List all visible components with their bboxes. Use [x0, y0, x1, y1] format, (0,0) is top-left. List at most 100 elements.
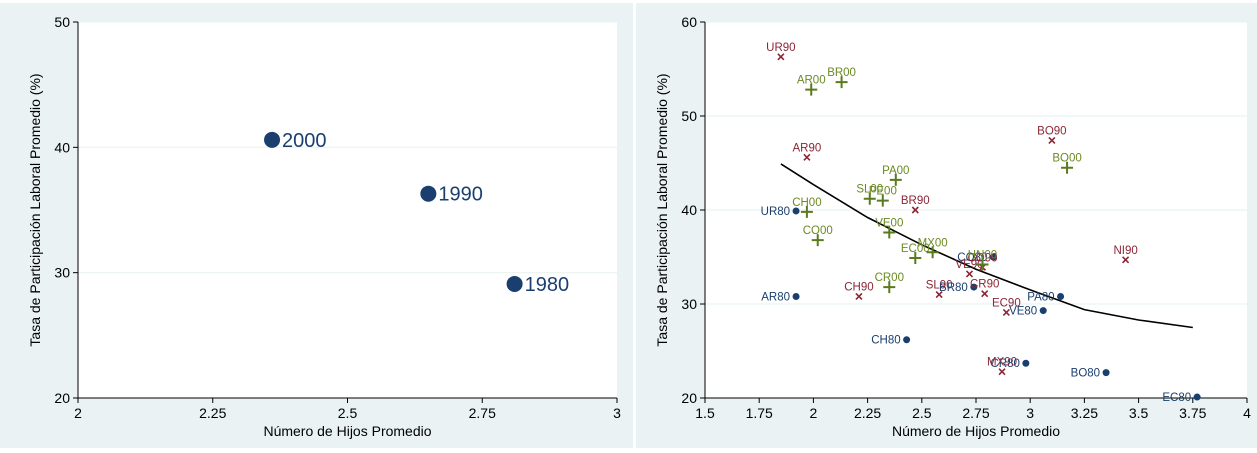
y-tick-label: 50: [54, 14, 70, 30]
data-point: [935, 291, 943, 299]
point-label: VE00: [875, 218, 903, 230]
point-label: CO90: [967, 252, 997, 264]
data-point: [889, 173, 902, 186]
point-label: 2000: [282, 130, 327, 152]
data-point: [506, 275, 523, 292]
point-label: UR90: [766, 42, 795, 54]
y-tick-label: 20: [681, 390, 697, 406]
data-point: [1039, 307, 1047, 315]
point-label: CO80: [957, 252, 987, 264]
data-point: [1193, 393, 1201, 401]
point-label: CR00: [875, 272, 904, 284]
y-tick-label: 50: [681, 108, 697, 124]
x-tick-label: 1.75: [746, 405, 773, 421]
data-point: [792, 207, 800, 215]
x-tick-label: 3: [613, 405, 621, 421]
y-tick-label: 60: [681, 14, 697, 30]
point-label: UR80: [761, 206, 790, 218]
x-tick-label: 2.5: [912, 405, 932, 421]
point-label: 1980: [525, 274, 570, 296]
point-label: BO80: [1071, 368, 1100, 380]
data-point: [926, 246, 939, 259]
y-tick-label: 40: [54, 139, 70, 155]
point-label: CO00: [803, 225, 833, 237]
x-tick-label: 4: [1243, 405, 1251, 421]
data-point: [876, 194, 889, 207]
data-point: [903, 336, 911, 344]
point-label: PA80: [1027, 291, 1054, 303]
point-label: EC00: [901, 243, 930, 255]
data-point: [1057, 292, 1065, 300]
x-tick-label: 2.75: [962, 405, 989, 421]
point-label: PE00: [869, 186, 897, 198]
point-label: CR90: [970, 279, 999, 291]
point-label: BR80: [939, 282, 968, 294]
data-point: [989, 253, 997, 261]
y-tick-label: 20: [54, 390, 70, 406]
point-label: CH80: [871, 335, 900, 347]
point-label: CR80: [990, 358, 1019, 370]
y-tick-label: 30: [54, 265, 70, 281]
axes: 20 30 40 50 60 1.5 1.75 2 2.25 2.5 2.75 3 3.25 3.5 3.7…: [681, 14, 1251, 421]
series-dot: 2000 1990 1980: [264, 130, 569, 296]
point-label: BO90: [1037, 125, 1066, 137]
x-tick-label: 2.5: [338, 405, 358, 421]
point-label: EC80: [1162, 392, 1191, 404]
data-point: [863, 192, 876, 205]
x-tick-label: 3: [1026, 405, 1034, 421]
point-label: NI90: [1113, 245, 1137, 257]
data-point: [998, 368, 1006, 376]
point-label: BR00: [827, 67, 856, 79]
x-tick-label: 2.25: [854, 405, 881, 421]
point-label: EC90: [992, 297, 1021, 309]
x-tick-label: 2.25: [199, 405, 226, 421]
data-point: [855, 292, 863, 301]
x-tick-label: 2: [810, 405, 818, 421]
x-tick-label: 2: [74, 405, 82, 421]
point-label: 1990: [438, 184, 483, 206]
point-label: MX90: [987, 357, 1017, 369]
x-axis-title: Número de Hijos Promedio: [892, 423, 1060, 439]
point-label: MX00: [918, 237, 948, 249]
axes: 20 30 40 50 2 2.25 2.5 2.75 3: [54, 14, 621, 421]
data-point: [1002, 308, 1010, 317]
data-point: [1061, 161, 1074, 174]
data-point: [777, 53, 785, 61]
y-axis-title: Tasa de Participación Laboral Promedio (…: [654, 73, 670, 346]
data-point: [911, 206, 919, 214]
x-tick-label: 1.5: [695, 405, 715, 421]
x-tick-label: 2.75: [469, 405, 496, 421]
data-point: [1122, 256, 1130, 264]
fit-curve: [780, 163, 1193, 329]
data-point: [803, 153, 811, 161]
chart-1: 20 30 40 50 2 2.25 2.5 2.75 3 Número de Hijos Pro…: [0, 3, 633, 448]
data-point: [1048, 136, 1056, 145]
data-point: [976, 258, 989, 271]
data-point: [805, 83, 818, 96]
data-point: [965, 270, 974, 278]
x-tick-label: 3.25: [1071, 405, 1098, 421]
data-point: [420, 185, 437, 202]
point-label: AR90: [793, 142, 822, 154]
y-tick-label: 40: [681, 202, 697, 218]
point-label: BR90: [901, 195, 930, 207]
point-label: SL00: [856, 184, 883, 196]
data-point: [811, 234, 824, 247]
series-dot: UR80 AR80 CH80 BR80 CO80 VE80 PA80 CR80 BO80 EC80: [761, 206, 1201, 404]
point-label: HN00: [968, 250, 997, 262]
x-tick-label: 3.5: [1129, 405, 1149, 421]
data-point: [1102, 369, 1110, 377]
data-point: [800, 205, 813, 218]
plot-area: [78, 22, 617, 398]
point-label: BO00: [1052, 153, 1081, 165]
point-label: CH00: [792, 197, 821, 209]
data-point: [981, 290, 989, 298]
data-point: [1022, 359, 1030, 367]
data-point: [835, 76, 848, 89]
chart-2: 20 30 40 50 60 1.5 1.75 2 2.25 2.5 2.75 3 3.25 3.5 3.7…: [636, 3, 1257, 448]
point-label: CH90: [844, 281, 873, 293]
y-axis-title: Tasa de Participación Laboral Promedio (…: [27, 73, 43, 346]
